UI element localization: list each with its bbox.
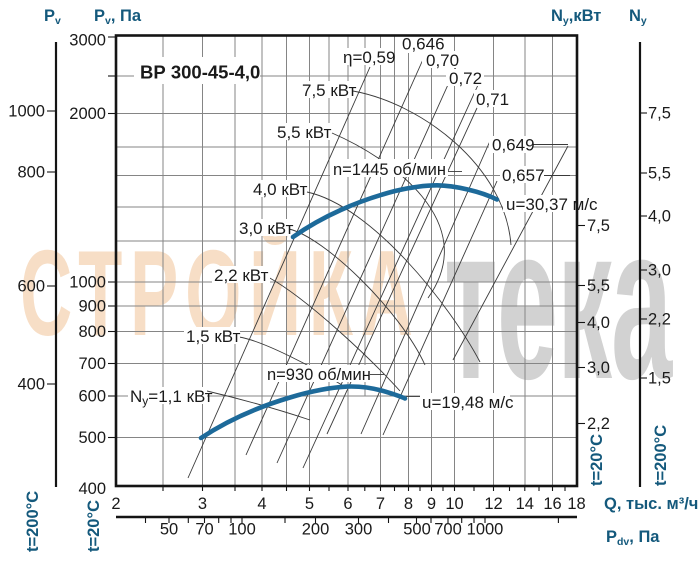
svg-text:Pdv, Па: Pdv, Па (606, 528, 660, 548)
svg-text:4,0 кВт: 4,0 кВт (253, 180, 308, 199)
svg-text:800: 800 (17, 164, 45, 182)
svg-text:n=1445 об/мин: n=1445 об/мин (333, 161, 446, 179)
svg-text:500: 500 (403, 521, 431, 539)
svg-text:0,70: 0,70 (426, 51, 459, 70)
svg-text:7,5: 7,5 (587, 217, 610, 235)
svg-text:2,2: 2,2 (587, 415, 610, 433)
svg-text:400: 400 (17, 376, 45, 394)
svg-text:10: 10 (445, 495, 463, 513)
svg-text:n=930 об/мин: n=930 об/мин (267, 366, 371, 384)
svg-text:2,2: 2,2 (648, 311, 671, 329)
svg-text:4,0: 4,0 (648, 208, 671, 226)
svg-text:4,0: 4,0 (587, 314, 610, 332)
svg-text:300: 300 (345, 521, 373, 539)
svg-text:14: 14 (516, 495, 534, 513)
svg-text:600: 600 (78, 388, 106, 406)
svg-text:3,0: 3,0 (648, 262, 671, 280)
svg-text:3000: 3000 (69, 32, 106, 50)
svg-text:Q, тыс. м³/ч: Q, тыс. м³/ч (604, 495, 698, 513)
svg-text:1000: 1000 (8, 103, 45, 121)
svg-text:0,649: 0,649 (492, 136, 535, 155)
svg-text:5,5: 5,5 (648, 165, 671, 183)
svg-text:0,657: 0,657 (502, 166, 545, 185)
svg-text:1000: 1000 (467, 521, 504, 539)
svg-text:1000: 1000 (69, 274, 106, 292)
svg-text:800: 800 (78, 323, 106, 341)
svg-text:t=200°C: t=200°C (24, 491, 42, 552)
svg-text:8: 8 (404, 495, 413, 513)
svg-text:700: 700 (434, 521, 462, 539)
svg-text:тека: тека (444, 179, 673, 424)
svg-text:2: 2 (111, 495, 120, 513)
svg-text:7: 7 (376, 495, 385, 513)
svg-text:5: 5 (305, 495, 314, 513)
svg-text:t=200°C: t=200°C (652, 425, 670, 486)
svg-text:0,646: 0,646 (402, 35, 445, 54)
svg-text:2000: 2000 (69, 105, 106, 123)
svg-text:Pv, Па: Pv, Па (94, 7, 142, 27)
svg-text:u=30,37 м/с: u=30,37 м/с (506, 195, 598, 214)
svg-text:3,0: 3,0 (587, 359, 610, 377)
svg-text:t=20°C: t=20°C (85, 500, 103, 552)
svg-text:6: 6 (343, 495, 352, 513)
svg-text:700: 700 (78, 355, 106, 373)
svg-text:18: 18 (567, 495, 585, 513)
svg-text:3: 3 (198, 495, 207, 513)
svg-text:5,5: 5,5 (587, 277, 610, 295)
svg-text:Ny=1,1 кВт: Ny=1,1 кВт (130, 387, 213, 408)
svg-text:η=0,59: η=0,59 (343, 48, 395, 67)
svg-text:1,5: 1,5 (648, 370, 671, 388)
svg-text:500: 500 (78, 429, 106, 447)
svg-text:7,5: 7,5 (648, 105, 671, 123)
svg-text:9: 9 (427, 495, 436, 513)
svg-text:200: 200 (302, 521, 330, 539)
svg-text:100: 100 (228, 521, 256, 539)
svg-text:12: 12 (484, 495, 502, 513)
svg-text:Ny,кВт: Ny,кВт (551, 7, 601, 27)
svg-text:u=19,48 м/с: u=19,48 м/с (422, 393, 514, 412)
svg-text:900: 900 (78, 298, 106, 316)
svg-text:16: 16 (543, 495, 561, 513)
svg-text:4: 4 (257, 495, 266, 513)
svg-text:600: 600 (17, 278, 45, 296)
svg-text:70: 70 (195, 521, 213, 539)
svg-text:400: 400 (78, 480, 106, 498)
svg-text:1,5 кВт: 1,5 кВт (186, 327, 241, 346)
svg-text:5,5 кВт: 5,5 кВт (277, 123, 332, 142)
svg-text:2,2 кВт: 2,2 кВт (214, 266, 269, 285)
svg-text:0,72: 0,72 (449, 69, 482, 88)
svg-text:ВР 300-45-4,0: ВР 300-45-4,0 (140, 62, 260, 83)
svg-text:3,0 кВт: 3,0 кВт (239, 219, 294, 238)
svg-text:50: 50 (160, 521, 178, 539)
svg-text:0,71: 0,71 (476, 90, 509, 109)
svg-text:t=20°C: t=20°C (588, 434, 606, 486)
svg-text:7,5 кВт: 7,5 кВт (302, 81, 357, 100)
